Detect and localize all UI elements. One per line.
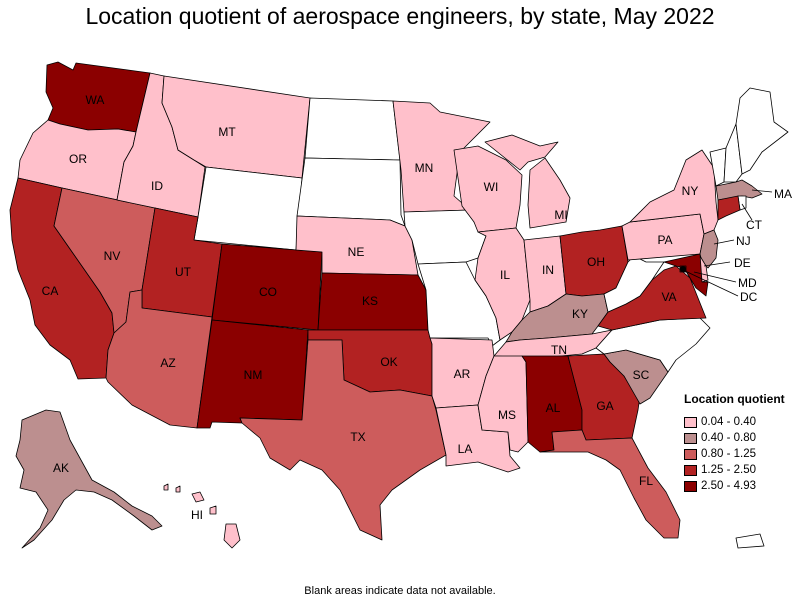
legend-label: 0.40 - 0.80	[701, 432, 756, 444]
state-ny	[629, 149, 719, 235]
state-label-sc: SC	[633, 368, 650, 382]
legend-item: 0.80 - 1.25	[684, 446, 796, 462]
legend-label: 0.80 - 1.25	[701, 448, 756, 460]
state-label-ny: NY	[682, 184, 699, 198]
state-label-or: OR	[69, 152, 87, 166]
state-ct	[717, 195, 741, 221]
legend-label: 2.50 - 4.93	[701, 480, 756, 492]
state-label-md: MD	[738, 276, 757, 290]
state-label-il: IL	[500, 268, 510, 282]
legend-swatch	[684, 464, 697, 476]
state-tx	[239, 339, 447, 541]
legend-label: 1.25 - 2.50	[701, 464, 756, 476]
state-label-pa: PA	[657, 233, 672, 247]
state-label-ca: CA	[42, 284, 59, 298]
state-ms	[477, 355, 529, 453]
state-mt	[161, 75, 311, 179]
state-label-tn: TN	[551, 343, 567, 357]
state-me	[735, 87, 789, 175]
state-wy	[193, 166, 303, 251]
state-label-hi: HI	[191, 508, 203, 522]
state-label-ga: GA	[596, 399, 613, 413]
dc-marker	[680, 266, 686, 272]
state-label-ma: MA	[774, 187, 792, 201]
state-mi	[484, 134, 571, 229]
state-label-dc: DC	[740, 290, 758, 304]
state-label-ar: AR	[454, 367, 471, 381]
state-label-ne: NE	[348, 245, 365, 259]
state-label-va: VA	[661, 290, 676, 304]
leader-dc	[682, 269, 739, 297]
state-label-wa: WA	[86, 93, 105, 107]
state-label-ak: AK	[53, 461, 69, 475]
state-label-ky: KY	[572, 307, 588, 321]
state-label-fl: FL	[639, 474, 653, 488]
state-sd	[296, 157, 406, 227]
state-label-ks: KS	[362, 294, 378, 308]
state-label-nv: NV	[104, 249, 121, 263]
state-fl	[539, 429, 681, 539]
state-wi	[453, 145, 523, 233]
state-label-ms: MS	[498, 408, 516, 422]
state-label-de: DE	[734, 256, 751, 270]
legend: Location quotient 0.04 - 0.40 0.40 - 0.80…	[684, 392, 796, 494]
state-label-tx: TX	[350, 430, 365, 444]
state-label-ok: OK	[380, 355, 397, 369]
legend-label: 0.04 - 0.40	[701, 416, 756, 428]
state-label-wi: WI	[484, 180, 499, 194]
state-label-az: AZ	[160, 356, 175, 370]
legend-title: Location quotient	[684, 392, 785, 406]
map-title: Location quotient of aerospace engineers…	[85, 3, 715, 29]
state-label-in: IN	[542, 263, 554, 277]
state-label-mt: MT	[218, 125, 236, 139]
footnote: Blank areas indicate data not available.	[304, 585, 496, 597]
state-label-la: LA	[458, 442, 473, 456]
state-label-co: CO	[259, 285, 277, 299]
state-md	[663, 253, 709, 297]
legend-item: 0.40 - 0.80	[684, 430, 796, 446]
state-nd	[304, 97, 401, 161]
legend-item: 1.25 - 2.50	[684, 462, 796, 478]
legend-item: 0.04 - 0.40	[684, 414, 796, 430]
legend-swatch	[684, 416, 697, 428]
state-label-ct: CT	[746, 218, 763, 232]
state-label-nj: NJ	[736, 234, 751, 248]
legend-swatch	[684, 448, 697, 460]
leader-nj	[713, 239, 735, 245]
state-label-nm: NM	[244, 368, 263, 382]
leader-ct	[741, 203, 753, 221]
state-ak	[15, 409, 163, 549]
state-mo	[417, 261, 501, 347]
legend-item: 2.50 - 4.93	[684, 478, 796, 494]
state-label-mi: MI	[554, 208, 567, 222]
state-label-oh: OH	[587, 255, 605, 269]
state-pr	[735, 533, 765, 549]
legend-swatch	[684, 432, 697, 444]
state-label-id: ID	[151, 179, 163, 193]
legend-swatch	[684, 480, 697, 492]
leader-de	[703, 261, 731, 267]
state-label-ut: UT	[175, 265, 192, 279]
state-label-al: AL	[546, 401, 561, 415]
state-hi	[163, 483, 241, 549]
leader-ma	[751, 189, 773, 193]
state-label-mn: MN	[415, 161, 434, 175]
leader-md	[693, 271, 737, 283]
